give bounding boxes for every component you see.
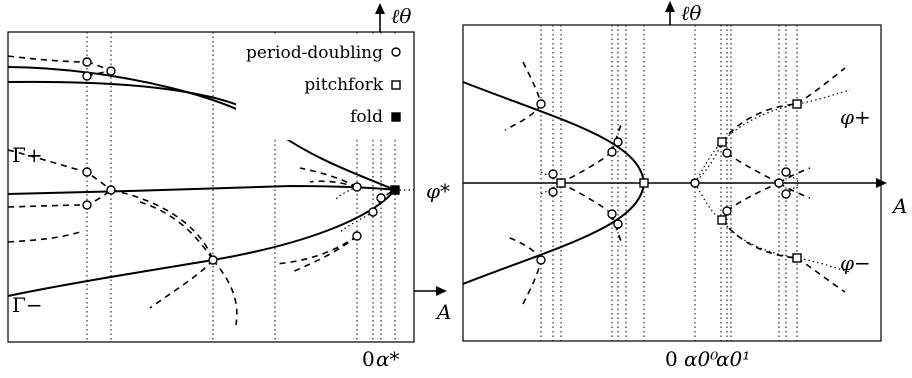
period-doubling-marker: [82, 57, 92, 67]
left-frame: [7, 31, 415, 343]
dashed-branch: [7, 55, 88, 63]
gamma-plus-label: Γ+: [12, 143, 43, 167]
dashed-branch: [212, 259, 238, 326]
left-branch-labels: Γ+ Γ− φ*: [12, 143, 450, 317]
legend-background: [236, 36, 412, 140]
period-doubling-marker: [607, 209, 617, 219]
period-doubling-marker: [613, 137, 623, 147]
phi-star-label: φ*: [426, 179, 450, 203]
alpha-0-1-tick-label: α0¹: [716, 347, 750, 371]
right-horizontal-axis: A: [463, 178, 907, 218]
right-branch-labels: φ+ φ−: [840, 105, 871, 275]
period-doubling-marker: [352, 231, 362, 241]
left-tick-labels: 0 α*: [362, 347, 400, 371]
dashed-branch: [139, 201, 214, 261]
dashed-branch: [7, 231, 81, 243]
period-doubling-marker: [208, 255, 218, 265]
dotted-branch: [785, 182, 801, 195]
legend-fold-label: fold: [350, 107, 383, 127]
dashed-branch: [796, 257, 846, 293]
period-doubling-marker: [106, 66, 116, 76]
vertical-axis-label: ℓθ: [681, 1, 701, 25]
period-doubling-marker: [722, 206, 732, 216]
period-doubling-marker: [536, 99, 546, 109]
period-doubling-marker: [376, 193, 386, 203]
pitchfork-marker: [792, 99, 802, 109]
pitchfork-marker: [556, 178, 566, 188]
left-vertical-axis: ℓθ: [375, 3, 411, 32]
period-doubling-marker: [548, 169, 558, 179]
period-doubling-marker: [82, 71, 92, 81]
zero-tick-label: 0: [362, 347, 375, 371]
axis-arrowhead: [375, 3, 385, 14]
dotted-branch: [694, 182, 851, 273]
dotted-branch: [694, 141, 723, 184]
dashed-branch: [726, 182, 780, 212]
period-doubling-marker: [607, 147, 617, 157]
axis-arrowhead: [665, 1, 675, 12]
horizontal-axis-label: A: [891, 194, 907, 218]
pitchfork-marker: [639, 178, 649, 188]
period-doubling-marker: [781, 189, 791, 199]
dashed-branch: [522, 61, 542, 105]
period-doubling-marker: [690, 178, 700, 188]
legend-pitchfork-icon: [391, 80, 401, 90]
legend-period-doubling-label: period-doubling: [246, 43, 383, 63]
period-doubling-marker: [774, 178, 784, 188]
dashed-branch: [726, 152, 780, 184]
period-doubling-marker: [368, 207, 378, 217]
vertical-axis-label: ℓθ: [391, 4, 411, 28]
dashed-branch: [274, 235, 358, 265]
period-doubling-marker: [613, 219, 623, 229]
alpha-0-0-tick-label: α0⁰: [684, 347, 718, 371]
right-markers: [536, 99, 802, 265]
left-panel: ℓθ A: [7, 3, 451, 371]
left-horizontal-axis: A: [414, 286, 451, 324]
dashed-branch: [721, 103, 798, 143]
gamma-minus-label: Γ−: [12, 293, 43, 317]
period-doubling-marker: [82, 167, 92, 177]
axis-arrowhead: [436, 286, 447, 296]
gamma-plus-upper-branch: [7, 80, 276, 132]
period-doubling-marker: [722, 148, 732, 158]
dashed-branch: [504, 103, 542, 131]
right-panel: A ℓθ: [462, 1, 907, 371]
dashed-branch: [522, 259, 542, 305]
dotted-branch: [339, 211, 374, 233]
dashed-branch: [721, 219, 798, 259]
dashed-branch: [110, 189, 214, 261]
left-dotted-branches: [334, 186, 414, 233]
dashed-branch: [291, 235, 358, 273]
period-doubling-marker: [548, 187, 558, 197]
period-doubling-marker: [781, 167, 791, 177]
dashed-branch: [299, 167, 358, 188]
right-tick-labels: 0 α0⁰ α0¹: [665, 347, 750, 371]
period-doubling-marker: [536, 255, 546, 265]
dotted-branch: [694, 89, 851, 184]
horizontal-axis-label: A: [435, 300, 451, 324]
fold-marker: [390, 185, 400, 195]
dashed-branch: [149, 259, 214, 309]
pitchfork-marker: [792, 253, 802, 263]
legend-fold-icon: [391, 112, 401, 122]
period-doubling-marker: [106, 185, 116, 195]
legend-pitchfork-label: pitchfork: [304, 75, 383, 95]
alpha-star-tick-label: α*: [376, 347, 400, 371]
axis-arrowhead: [876, 178, 887, 188]
phi-minus-label: φ−: [840, 251, 871, 275]
right-vertical-axis: ℓθ: [665, 1, 701, 25]
dashed-branch: [560, 182, 613, 215]
legend-period-doubling-icon: [391, 47, 401, 57]
phi-star-branch: [7, 184, 396, 195]
period-doubling-marker: [82, 200, 92, 210]
period-doubling-marker: [352, 182, 362, 192]
phi-plus-label: φ+: [840, 105, 871, 129]
pitchfork-marker: [717, 137, 727, 147]
pitchfork-marker: [717, 215, 727, 225]
zero-tick-label: 0: [665, 347, 678, 371]
left-legend: period-doubling pitchfork fold: [236, 36, 412, 140]
dotted-branch: [785, 171, 801, 184]
dashed-branch: [560, 151, 613, 184]
